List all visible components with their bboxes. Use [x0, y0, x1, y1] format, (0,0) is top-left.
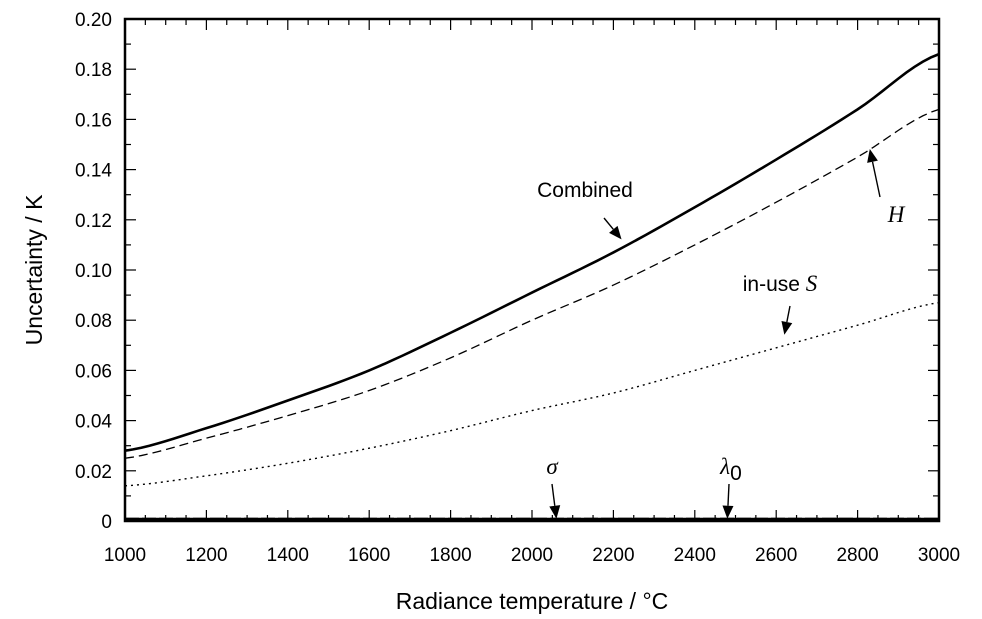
y-tick-label: 0.02	[75, 462, 112, 483]
x-tick-label: 2800	[836, 545, 878, 566]
annotation-inuse-label: in-use S	[743, 271, 818, 296]
series-line-in-use-s	[124, 301, 940, 487]
annotation-arrowhead-lambda	[722, 505, 734, 519]
y-tick-label: 0	[101, 512, 112, 533]
y-tick-label: 0.10	[75, 261, 112, 282]
x-tick-label: 3000	[918, 545, 960, 566]
annotation-lambda-symbol: λ	[719, 454, 730, 479]
x-axis-title: Radiance temperature / °C	[396, 588, 669, 614]
x-tick-label: 2400	[674, 545, 716, 566]
annotation-inuse-prefix: in-use	[743, 273, 806, 296]
series-line-combined	[124, 52, 940, 453]
y-tick-label: 0.06	[75, 361, 112, 382]
ticks-layer	[124, 18, 940, 522]
annotation-h-label: H	[887, 202, 906, 227]
annotations-layer: Combined H in-use S σ λ0	[537, 179, 906, 485]
x-tick-label: 1600	[348, 545, 390, 566]
annotation-arrow-sigma	[551, 483, 556, 506]
y-axis-title: Uncertainty / K	[21, 194, 47, 345]
y-tick-label: 0.18	[75, 60, 112, 81]
x-tick-label: 1800	[429, 545, 471, 566]
x-tick-label: 1200	[185, 545, 227, 566]
y-tick-label: 0.12	[75, 211, 112, 232]
annotation-arrowhead-inuse	[781, 320, 793, 335]
plot-frame	[123, 17, 941, 523]
y-tick-label: 0.04	[75, 412, 112, 433]
annotation-arrow-h	[871, 161, 881, 198]
annotation-arrow-lambda	[727, 483, 730, 506]
y-tick-label: 0.08	[75, 311, 112, 332]
annotation-combined-label: Combined	[537, 179, 633, 202]
arrows-layer	[549, 149, 881, 519]
tick-labels-layer: 1000 1200 1400 1600 1800 2000 2200 2400 2600 2800…	[75, 10, 960, 566]
annotation-arrowhead-sigma	[549, 505, 561, 519]
x-tick-label: 2200	[592, 545, 634, 566]
annotation-arrow-inuse	[786, 305, 791, 323]
annotation-lambda-subscript: 0	[730, 462, 742, 485]
annotation-arrow-combined	[603, 217, 614, 230]
annotation-inuse-symbol: S	[806, 271, 818, 296]
y-tick-label: 0.20	[75, 10, 112, 31]
x-tick-label: 2000	[511, 545, 553, 566]
y-tick-label: 0.16	[75, 110, 112, 131]
x-tick-label: 1000	[104, 545, 146, 566]
annotation-lambda-label: λ0	[719, 454, 742, 485]
annotation-sigma-label: σ	[546, 454, 559, 479]
series-line-h	[124, 108, 940, 459]
y-tick-label: 0.14	[75, 161, 112, 182]
annotation-arrowhead-combined	[609, 225, 622, 240]
x-tick-label: 2600	[755, 545, 797, 566]
annotation-arrowhead-h	[867, 149, 878, 163]
x-tick-label: 1400	[267, 545, 309, 566]
